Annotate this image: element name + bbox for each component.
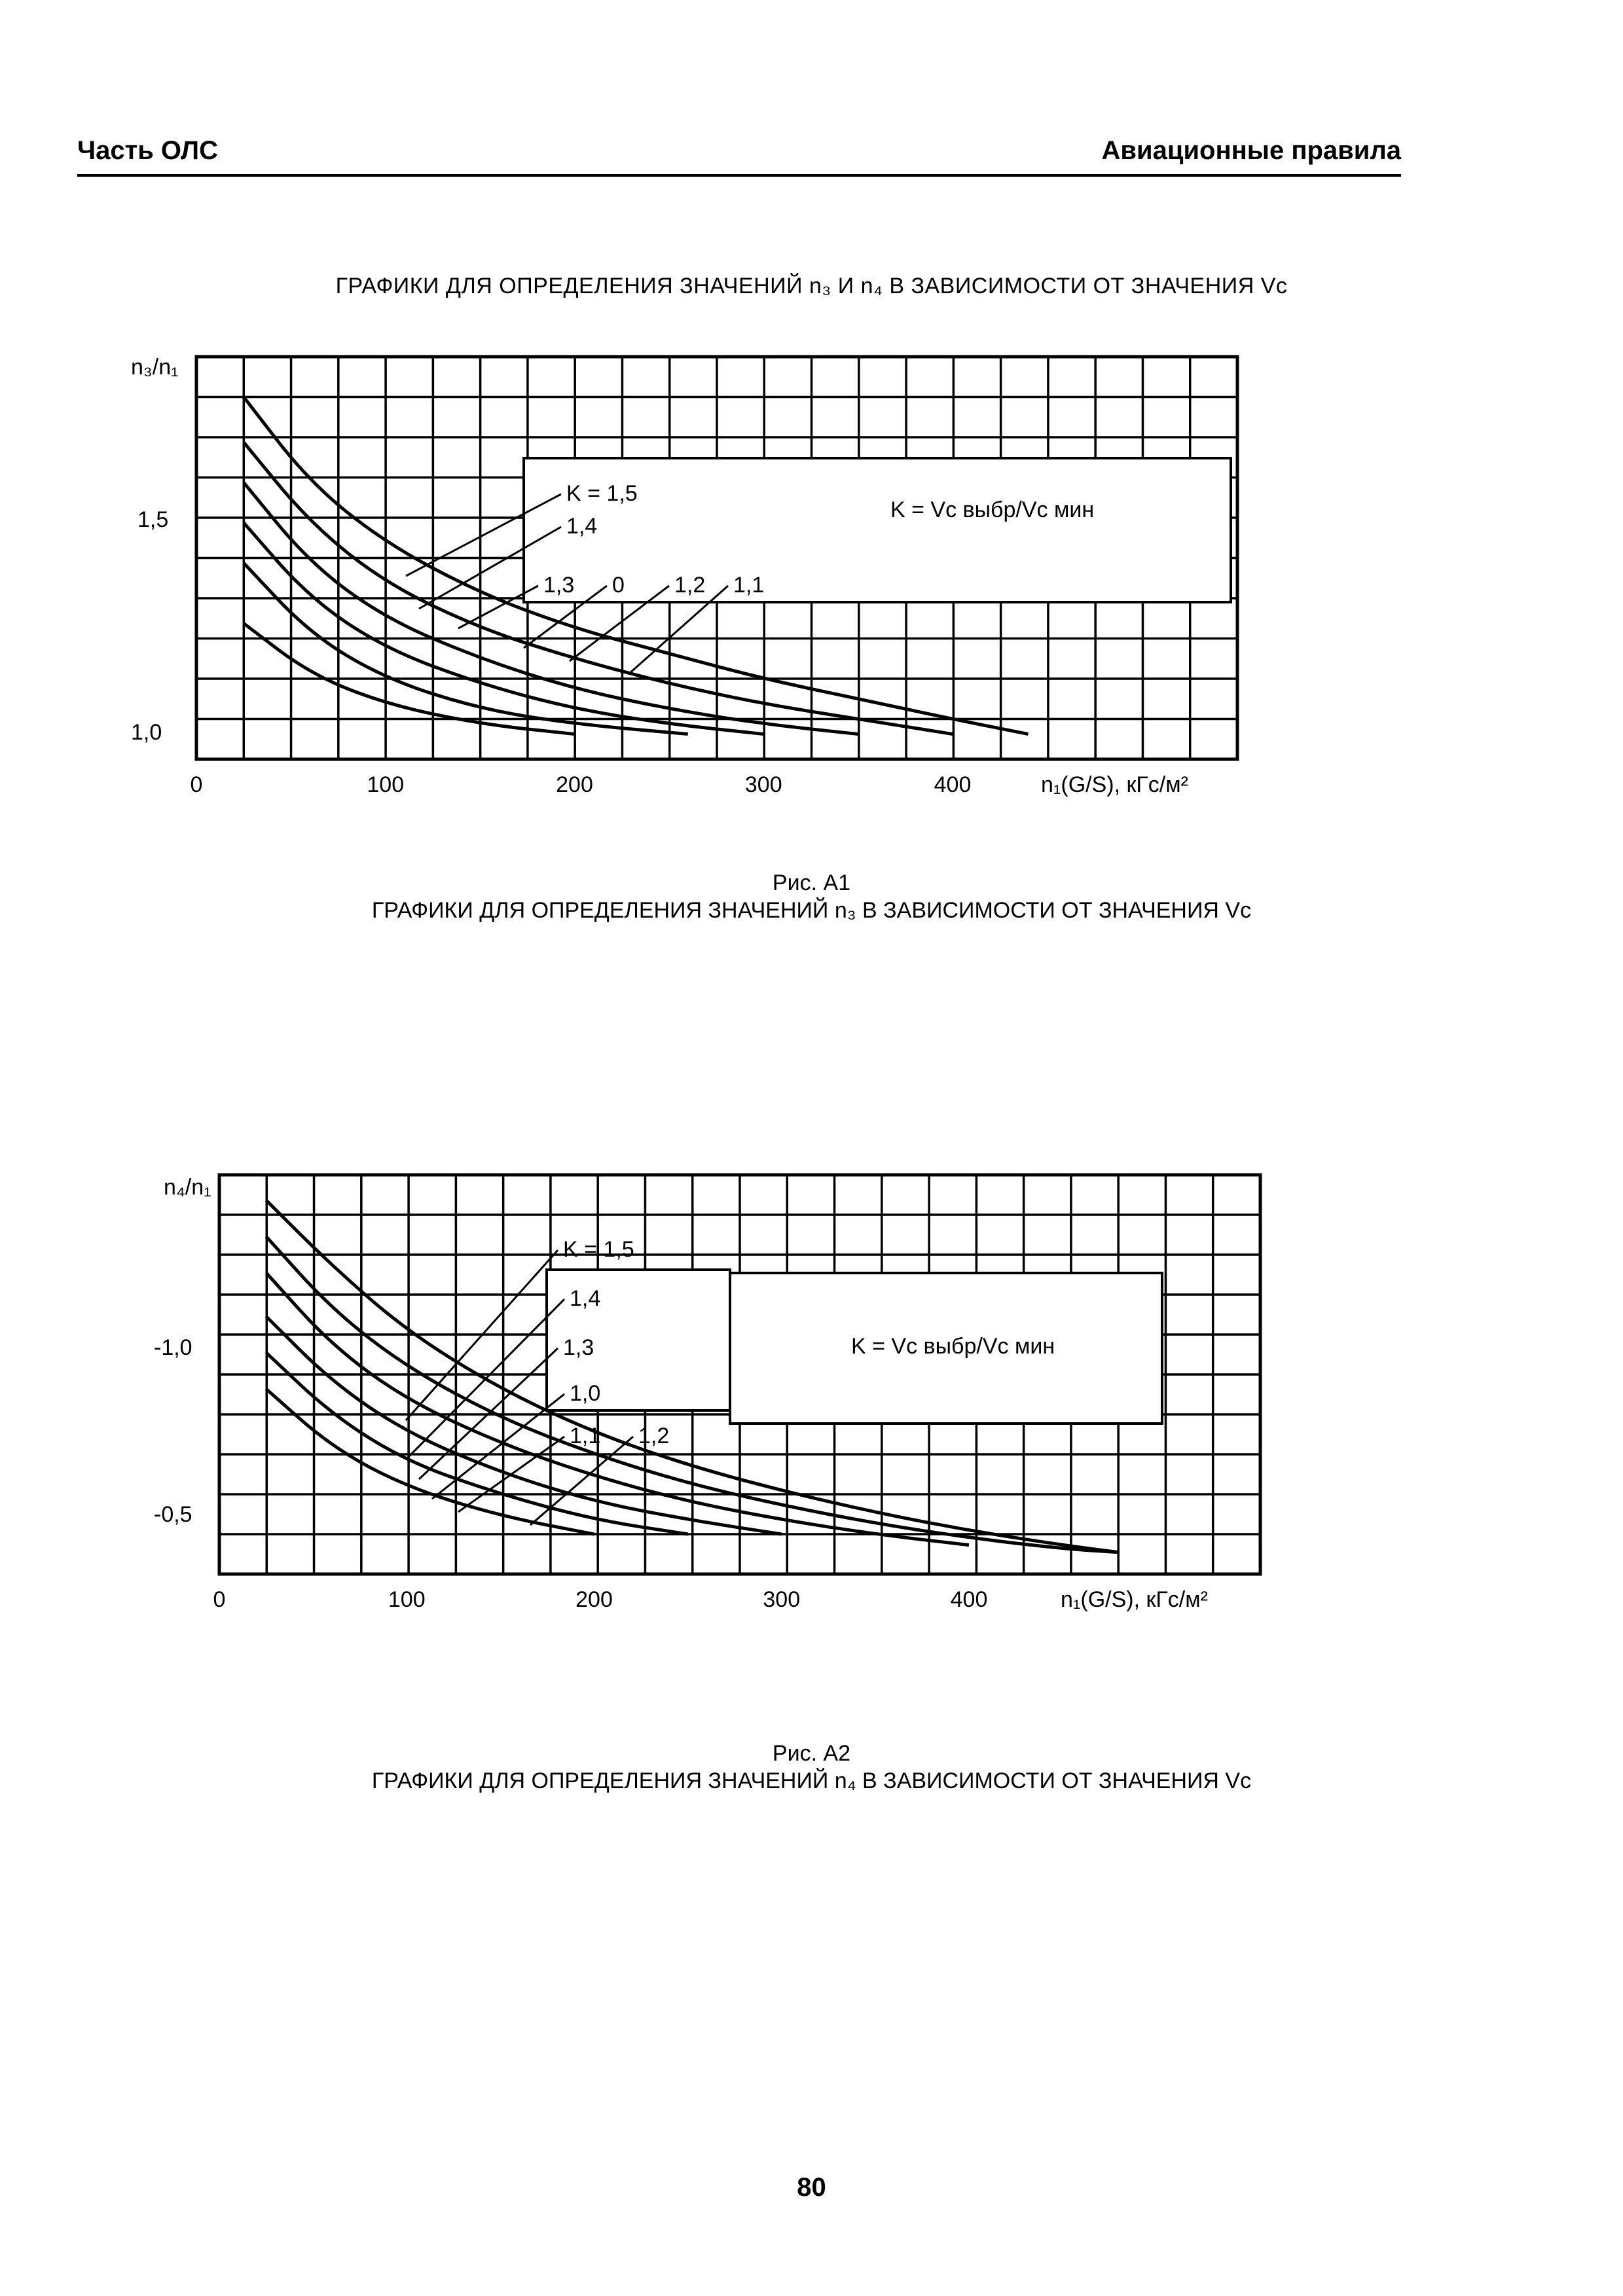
curve-label-0: K = 1,5 — [566, 481, 638, 506]
chart-n4: K = 1,5 1,4 1,3 1,0 1,1 1,2 K = Vс выбр/Vс мин… — [154, 1173, 1262, 1612]
curve-leader-0 — [405, 493, 562, 577]
series-line-5 — [242, 622, 575, 736]
x-tick-label: 100 — [367, 772, 404, 797]
figure2-caption-text: ГРАФИКИ ДЛЯ ОПРЕДЕЛЕНИЯ ЗНАЧЕНИЙ n₄ В ЗА… — [371, 1768, 1252, 1793]
legend-area — [729, 1272, 1163, 1425]
header-rule — [77, 174, 1401, 177]
series-line-0 — [242, 395, 1029, 736]
series-line-0 — [264, 1199, 1120, 1554]
legend-text: K = Vс выбр/Vс мин — [851, 1334, 1055, 1359]
x-tick-label: 300 — [763, 1587, 800, 1612]
curve-label-2: 1,3 — [563, 1335, 594, 1360]
series-line-3 — [264, 1315, 782, 1536]
series-line-1 — [242, 441, 953, 736]
x-tick-label: 200 — [556, 772, 593, 797]
legend-text: K = Vс выбр/Vс мин — [890, 497, 1094, 522]
x-tick-label: 100 — [388, 1587, 426, 1612]
figure1-heading: ГРАФИКИ ДЛЯ ОПРЕДЕЛЕНИЯ ЗНАЧЕНИЙ n₃ И n₄… — [335, 274, 1288, 298]
y-tick-label: -1,0 — [154, 1335, 192, 1360]
curve-leader-3 — [431, 1393, 565, 1500]
curve-label-5: 1,2 — [638, 1424, 669, 1448]
x-tick-label: 300 — [745, 772, 782, 797]
y-axis-label: n₃/n₁ — [131, 355, 179, 380]
legend-area — [522, 457, 1232, 603]
curve-label-5: 1,1 — [733, 573, 764, 598]
header-right: Авиационные правила — [1101, 136, 1401, 165]
y-axis-label: n₄/n₁ — [164, 1175, 211, 1200]
curve-leader-3 — [523, 584, 608, 649]
series-line-1 — [264, 1235, 1120, 1554]
curve-label-4: 1,1 — [570, 1424, 600, 1448]
x-tick-label: 0 — [191, 772, 203, 797]
x-tick-label: 200 — [575, 1587, 613, 1612]
series-line-2 — [264, 1272, 970, 1547]
x-axis-label: n₁(G/S), кГс/м² — [1041, 772, 1188, 797]
x-tick-label: 400 — [951, 1587, 988, 1612]
curve-label-1: 1,4 — [570, 1286, 600, 1311]
curve-label-4: 1,2 — [674, 573, 705, 598]
figure1-caption-number: Рис. А1 — [772, 870, 851, 895]
curve-label-3: 0 — [612, 573, 625, 598]
curve-leader-1 — [418, 526, 562, 610]
curve-label-2: 1,3 — [543, 573, 574, 598]
curve-leader-1 — [405, 1298, 566, 1461]
page-number: 80 — [797, 2173, 826, 2202]
y-tick-label: 1,5 — [137, 507, 168, 532]
curve-leader-5 — [628, 584, 729, 675]
curve-leader-2 — [458, 584, 539, 630]
figure1-caption-text: ГРАФИКИ ДЛЯ ОПРЕДЕЛЕНИЯ ЗНАЧЕНИЙ n₃ В ЗА… — [371, 898, 1252, 923]
curve-leader-4 — [458, 1435, 565, 1513]
curve-leader-5 — [530, 1435, 634, 1526]
legend-area — [545, 1268, 731, 1412]
figure2-caption-number: Рис. А2 — [772, 1741, 851, 1766]
header-left: Часть ОЛС — [77, 136, 218, 165]
series-line-5 — [264, 1388, 594, 1536]
x-tick-label: 0 — [213, 1587, 226, 1612]
series-line-4 — [242, 562, 688, 736]
chart-n3: K = 1,5 1,4 1,3 0 1,2 1,1 K = Vс выбр/Vс мин n₃… — [131, 355, 1239, 797]
x-tick-label: 400 — [934, 772, 972, 797]
series-line-3 — [242, 522, 764, 736]
x-axis-label: n₁(G/S), кГс/м² — [1061, 1587, 1208, 1612]
series-line-2 — [242, 481, 858, 736]
curve-label-1: 1,4 — [566, 514, 597, 539]
y-tick-label: -0,5 — [154, 1502, 192, 1527]
curve-leader-0 — [405, 1249, 559, 1421]
curve-leader-2 — [418, 1347, 559, 1480]
curve-leader-4 — [569, 584, 670, 662]
curve-label-3: 1,0 — [570, 1381, 600, 1406]
y-tick-label: 1,0 — [131, 720, 162, 745]
curve-label-0: K = 1,5 — [563, 1237, 634, 1262]
